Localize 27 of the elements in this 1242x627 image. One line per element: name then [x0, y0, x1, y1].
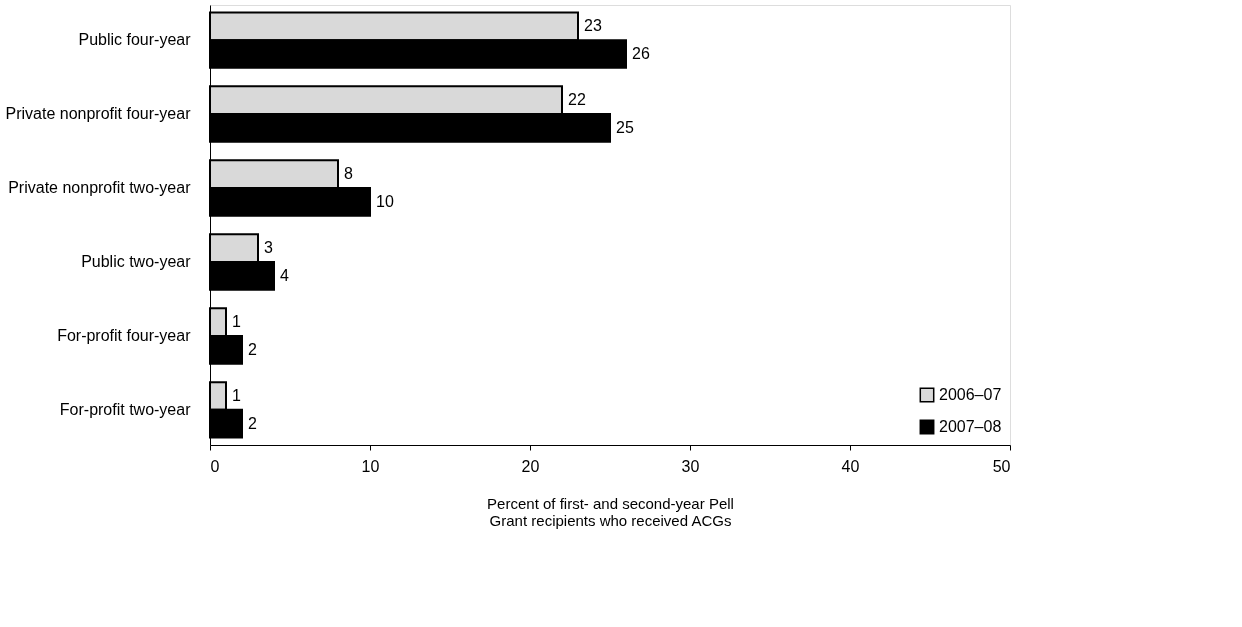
data-label: 3	[264, 239, 273, 257]
data-label: 25	[616, 118, 634, 136]
data-label: 22	[568, 91, 586, 109]
y-tick-label: For-profit four-year	[57, 326, 192, 344]
data-label: 23	[584, 17, 602, 35]
legend-label: 2007–08	[939, 418, 1002, 435]
data-label: 1	[232, 387, 241, 405]
y-tick-label: Private nonprofit two-year	[8, 179, 192, 197]
data-label: 2	[248, 340, 257, 358]
data-label: 2	[248, 414, 257, 432]
y-tick-label: Public four-year	[78, 31, 192, 49]
x-tick-label: 0	[210, 457, 220, 475]
x-tick-label: 50	[992, 457, 1011, 475]
legend-label: 2006–07	[939, 386, 1002, 403]
x-tick-label: 20	[521, 457, 540, 475]
data-label: 4	[280, 266, 289, 284]
data-label: 1	[232, 313, 241, 331]
y-tick-label: Private nonprofit four-year	[5, 105, 192, 123]
y-tick-label: Public two-year	[81, 252, 192, 270]
data-label: 8	[344, 165, 353, 183]
data-label: 26	[632, 44, 650, 62]
x-axis-title: Percent of first- and second-year Pell Grant recipients who received ACGs	[487, 494, 734, 529]
x-tick-label: 30	[681, 457, 700, 475]
data-label: 10	[376, 192, 394, 210]
x-tick-label: 40	[841, 457, 860, 475]
x-tick-label: 10	[361, 457, 380, 475]
y-tick-label: For-profit two-year	[59, 400, 192, 418]
